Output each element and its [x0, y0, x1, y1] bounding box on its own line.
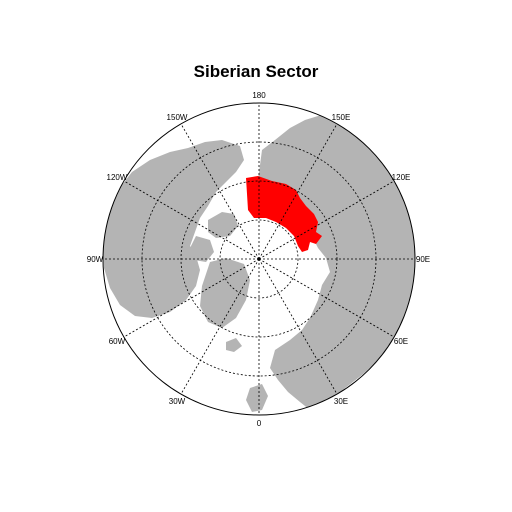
land-arctic-islands [208, 212, 238, 238]
meridian-120e [258, 180, 395, 260]
longitude-label-30e: 30E [334, 397, 348, 406]
meridian-60e [258, 258, 395, 338]
longitude-label-90e: 90E [416, 255, 430, 264]
longitude-label-120w: 120W [107, 173, 128, 182]
longitude-label-0: 0 [257, 419, 262, 428]
land-scandinavia [292, 322, 338, 378]
longitude-label-60e: 60E [394, 337, 408, 346]
land-iceland [226, 338, 242, 352]
longitude-labels: 180 150E 120E 90E 60E 30E 0 30W 60W 90W 120W 150W [87, 91, 430, 428]
meridian-60w [123, 258, 260, 338]
land-masses [103, 112, 415, 412]
land-north-america [103, 140, 244, 318]
map-boundary [102, 102, 416, 416]
map-title: Siberian Sector [193, 62, 319, 81]
meridian-150w [180, 123, 260, 260]
meridian-150e [258, 123, 338, 260]
longitude-label-120e: 120E [392, 173, 411, 182]
graticule [103, 103, 415, 415]
land-arctic-islands-2 [190, 236, 214, 262]
longitude-label-60w: 60W [109, 337, 126, 346]
meridian-30e [258, 258, 338, 395]
longitude-label-30w: 30W [169, 397, 186, 406]
longitude-label-90w: 90W [87, 255, 104, 264]
latitude-circle-80 [219, 219, 299, 299]
land-eurasia [258, 112, 415, 410]
land-greenland [200, 258, 250, 328]
land-british-isles [246, 384, 268, 412]
longitude-label-150e: 150E [332, 113, 351, 122]
longitude-label-180: 180 [252, 91, 266, 100]
meridian-30w [180, 258, 260, 395]
longitude-label-150w: 150W [167, 113, 188, 122]
siberian-sector-highlight [246, 176, 322, 252]
meridian-120w [123, 180, 260, 260]
